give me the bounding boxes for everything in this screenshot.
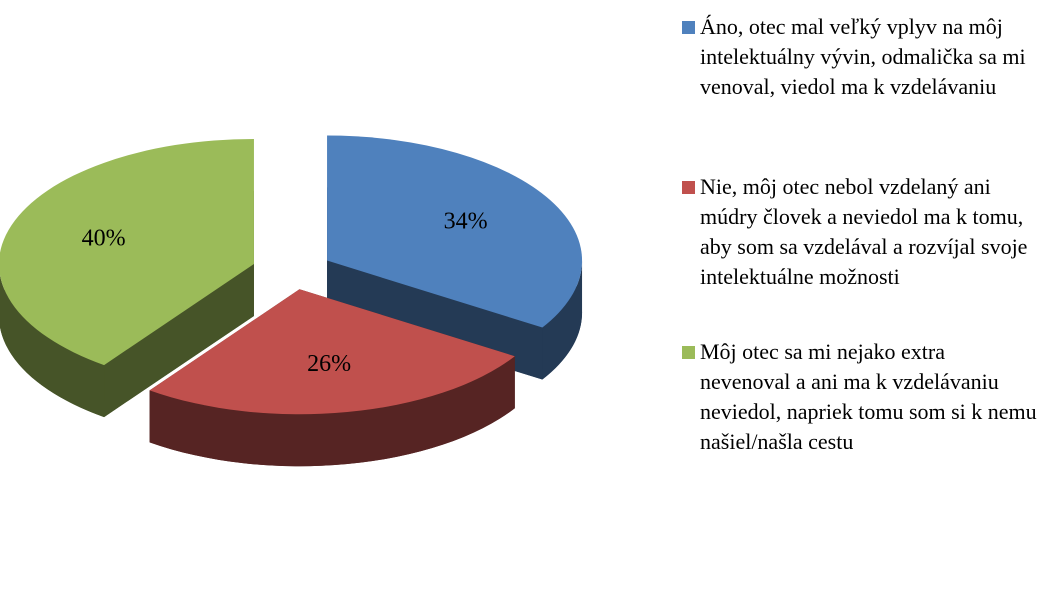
slice-side [104,263,254,418]
legend-swatch [682,346,695,359]
legend-label: Nie, môj otec nebol vzdelaný ani múdry č… [700,174,1028,289]
slice-top [149,289,515,415]
data-label: 40% [82,225,126,251]
legend-entry: Môj otec sa mi nejako extra nevenoval a … [680,337,1040,457]
legend-swatch [682,181,695,194]
legend-label: Áno, otec mal veľký vplyv na môj intelek… [700,14,1026,99]
legend-entry: Nie, môj otec nebol vzdelaný ani múdry č… [680,172,1040,292]
slice [149,289,515,467]
legend-entry: Áno, otec mal veľký vplyv na môj intelek… [680,12,1040,102]
legend-swatch [682,21,695,34]
slice-wall [0,274,105,418]
slice-wall [149,356,515,467]
legend-label: Môj otec sa mi nejako extra nevenoval a … [700,339,1037,454]
slice-top [0,138,254,366]
legend: Áno, otec mal veľký vplyv na môj intelek… [680,12,1040,527]
slice-top [327,135,583,328]
slice-wall [542,260,583,380]
data-label: 34% [444,209,488,235]
slice [0,138,254,418]
data-label: 26% [307,351,351,377]
chart: 34% 26% 40% [0,135,583,467]
